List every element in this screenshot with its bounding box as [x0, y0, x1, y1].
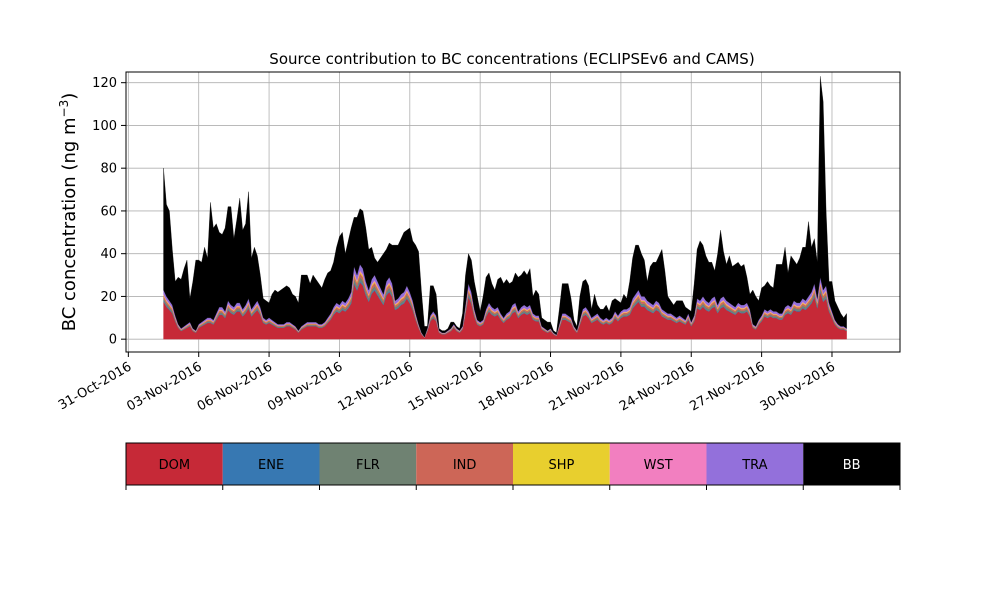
legend-swatch-dom	[126, 443, 223, 485]
stacked-areas	[163, 76, 847, 340]
y-axis-label-superscript: −3	[57, 100, 71, 118]
legend-label-flr: FLR	[356, 458, 380, 473]
x-tick-label: 12-Nov-2016	[336, 359, 416, 414]
x-tick-label: 06-Nov-2016	[195, 359, 275, 414]
y-tick-label: 100	[92, 119, 117, 134]
x-tick-label: 30-Nov-2016	[758, 359, 838, 414]
y-tick-label: 60	[100, 204, 117, 219]
plot-area: 0 20 40 60 80 100 120 31-Oct-201603-Nov-201606…	[56, 71, 901, 414]
legend-label-shp: SHP	[548, 458, 574, 473]
area-series-bb	[163, 76, 847, 338]
x-tick-label: 03-Nov-2016	[124, 359, 204, 414]
y-tick-label: 120	[92, 76, 117, 91]
y-axis-label-close: )	[59, 93, 80, 100]
legend-swatch-ind	[416, 443, 513, 485]
plot-frame	[125, 71, 901, 353]
y-axis-label: BC concentration (ng m−3)	[57, 93, 80, 332]
legend-label-wst: WST	[644, 458, 673, 473]
legend-label-tra: TRA	[741, 458, 767, 473]
x-tick-label: 09-Nov-2016	[265, 359, 345, 414]
x-tick-label: 21-Nov-2016	[547, 359, 627, 414]
y-axis-label-main: BC concentration (ng m	[59, 117, 80, 331]
legend-label-dom: DOM	[159, 458, 190, 473]
legend-swatch-flr	[319, 443, 417, 485]
legend-label-ind: IND	[453, 458, 477, 473]
x-tick-label: 27-Nov-2016	[687, 359, 767, 414]
legend-label-bb: BB	[843, 458, 861, 473]
color-legend: DOM ENE FLR IND SHP WST TRA BB	[125, 442, 901, 490]
x-axis: 31-Oct-201603-Nov-201606-Nov-201609-Nov-…	[56, 352, 838, 414]
y-tick-label: 40	[100, 247, 117, 262]
y-tick-label: 0	[109, 333, 117, 348]
legend-swatch-ene	[222, 443, 320, 485]
y-tick-label: 20	[100, 290, 117, 305]
legend-swatch-bb	[803, 443, 900, 485]
legend-label-ene: ENE	[258, 458, 284, 473]
y-tick-label: 80	[100, 162, 117, 177]
x-tick-label: 31-Oct-2016	[56, 359, 134, 413]
legend-swatch-shp	[513, 443, 610, 485]
legend-swatch-tra	[706, 443, 804, 485]
x-tick-label: 24-Nov-2016	[617, 359, 697, 414]
chart-title: Source contribution to BC concentrations…	[269, 50, 754, 68]
x-tick-label: 18-Nov-2016	[476, 359, 556, 414]
x-tick-label: 15-Nov-2016	[406, 359, 486, 414]
y-axis: 0 20 40 60 80 100 120	[92, 76, 126, 348]
legend-swatch-wst	[609, 443, 707, 485]
